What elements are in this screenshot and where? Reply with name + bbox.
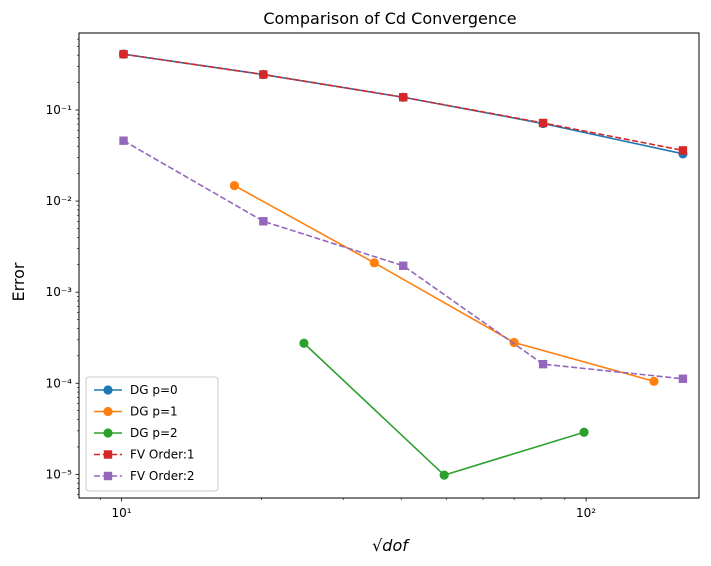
series-line bbox=[234, 184, 655, 383]
legend-item: DG p=0 bbox=[94, 383, 178, 397]
y-tick-label: 10⁻⁵ bbox=[46, 467, 73, 481]
series-line bbox=[123, 53, 684, 155]
data-point bbox=[439, 470, 449, 480]
data-point bbox=[649, 376, 659, 386]
data-point bbox=[229, 180, 240, 191]
series-3 bbox=[299, 338, 589, 480]
chart-title: Comparison of Cd Convergence bbox=[263, 9, 516, 28]
legend-item: DG p=1 bbox=[94, 405, 178, 419]
data-point bbox=[399, 261, 408, 270]
legend-box bbox=[85, 376, 219, 492]
legend-label: DG p=0 bbox=[130, 383, 178, 397]
legend-item: FV Order:1 bbox=[94, 448, 195, 462]
data-point bbox=[538, 118, 548, 128]
series-4 bbox=[119, 49, 688, 155]
x-tick-label: 10² bbox=[576, 506, 596, 520]
data-point bbox=[299, 338, 309, 348]
y-tick-label: 10⁻¹ bbox=[46, 103, 73, 117]
legend-label: FV Order:1 bbox=[130, 448, 195, 462]
legend-label: DG p=2 bbox=[130, 426, 178, 440]
data-point bbox=[369, 258, 379, 268]
legend-label: DG p=1 bbox=[130, 405, 178, 419]
data-point bbox=[538, 359, 548, 369]
data-point bbox=[399, 93, 408, 102]
data-point bbox=[259, 70, 268, 79]
data-point bbox=[119, 136, 128, 145]
legend-item: DG p=2 bbox=[94, 426, 178, 440]
legend-marker bbox=[103, 471, 113, 481]
data-point bbox=[579, 427, 589, 437]
data-point bbox=[678, 146, 688, 155]
data-point bbox=[259, 217, 268, 226]
axis-ticks: 10¹ 10² 10⁻⁵ 10⁻⁴ 10⁻³ 10⁻² 10⁻¹ bbox=[46, 38, 596, 520]
plot-area bbox=[118, 49, 688, 480]
x-axis-label: √dof bbox=[372, 536, 410, 555]
axes-frame bbox=[78, 32, 700, 499]
data-point bbox=[509, 337, 519, 348]
data-point bbox=[678, 374, 688, 383]
legend-item: FV Order:2 bbox=[94, 469, 195, 483]
series-line bbox=[123, 140, 684, 380]
y-tick-label: 10⁻⁴ bbox=[46, 376, 73, 390]
y-tick-label: 10⁻² bbox=[46, 194, 73, 208]
x-tick-label: 10¹ bbox=[111, 506, 131, 520]
legend-label: FV Order:2 bbox=[130, 469, 195, 483]
y-axis-label: Error bbox=[9, 262, 28, 301]
series-5 bbox=[119, 136, 688, 383]
y-tick-label: 10⁻³ bbox=[46, 285, 73, 299]
legend-marker bbox=[103, 428, 113, 438]
legend-marker bbox=[103, 450, 113, 459]
series-2 bbox=[229, 180, 659, 386]
legend-marker bbox=[103, 406, 113, 417]
legend-marker bbox=[103, 385, 113, 395]
legend: DG p=0 DG p=1 DG p=2 FV Order:1 FV Order:2 bbox=[85, 376, 219, 492]
data-point bbox=[119, 49, 128, 59]
